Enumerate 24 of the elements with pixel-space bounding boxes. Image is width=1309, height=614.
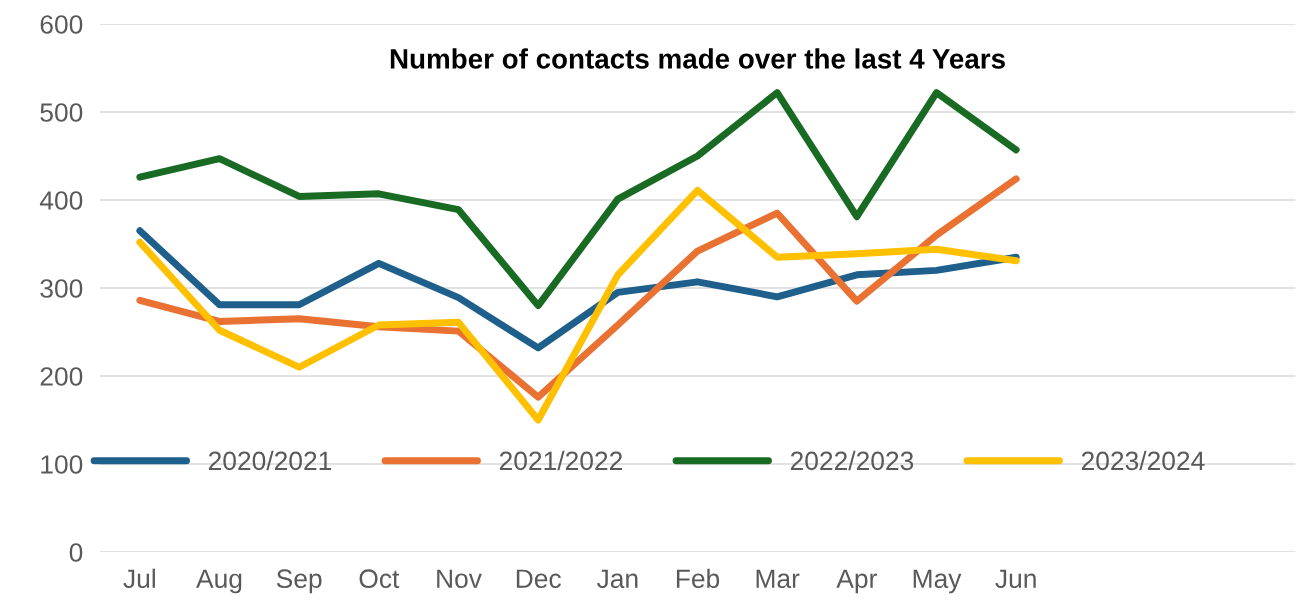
y-tick-label: 500 (40, 103, 83, 122)
x-tick-label: Aug (196, 569, 242, 594)
x-tick-label: Mar (756, 569, 800, 589)
x-tick-label: Jun (995, 569, 1036, 589)
x-tick-label: Oct (359, 569, 400, 589)
legend-label: 2023/2024 (1081, 450, 1205, 471)
x-tick-label: Feb (676, 568, 720, 589)
text: Number of contacts made over the last 4 Years (390, 48, 1005, 69)
x-tick-label: Apr (836, 569, 877, 594)
legend-label: 2021/2022 (499, 450, 622, 471)
x-tick-label: May (913, 569, 962, 594)
y-tick-label: 100 (41, 455, 83, 474)
y-tick-label: 200 (40, 367, 83, 386)
y-tick-label: 600 (40, 15, 83, 34)
x-tick-label: Nov (437, 569, 482, 589)
legend-label: 2022/2023 (790, 450, 914, 471)
x-tick-label: Sep (276, 569, 322, 594)
y-tick-label: 0 (69, 543, 83, 562)
x-tick-label: Jul (123, 568, 155, 589)
y-tick-label: 400 (39, 191, 83, 210)
x-tick-label: Jan (596, 569, 638, 589)
legend-label: 2020/2021 (208, 450, 332, 471)
x-tick-label: Dec (516, 569, 561, 589)
y-tick-label: 300 (40, 279, 83, 298)
